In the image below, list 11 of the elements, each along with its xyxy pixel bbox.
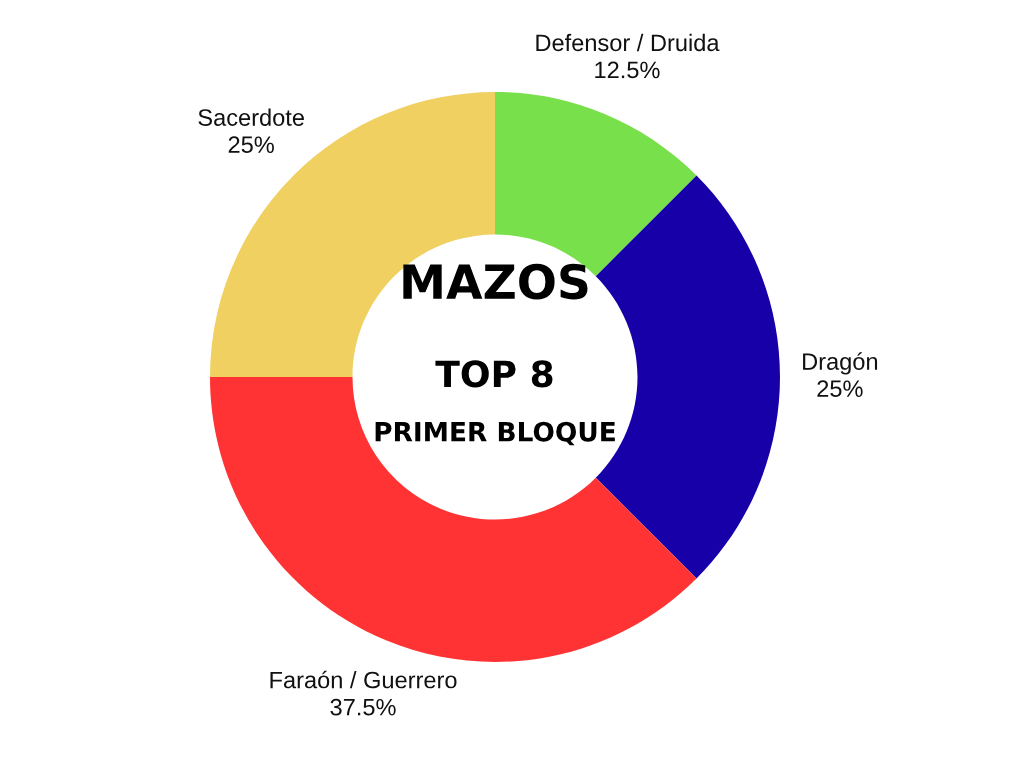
slice-label: Sacerdote (198, 108, 304, 126)
data-label: 37.5% (330, 698, 396, 716)
slice-label: Defensor / Druida (536, 33, 720, 52)
data-label: 12.5% (595, 61, 660, 79)
text: PRIMER BLOQUE (375, 421, 615, 446)
slice-label: Dragón (803, 352, 878, 375)
text: TOP 8 (435, 360, 553, 388)
text: MAZOS (403, 263, 588, 300)
data-label: 25% (817, 380, 863, 398)
slice-label: Faraón / Guerrero (270, 670, 457, 689)
data-label: 25% (228, 136, 274, 154)
